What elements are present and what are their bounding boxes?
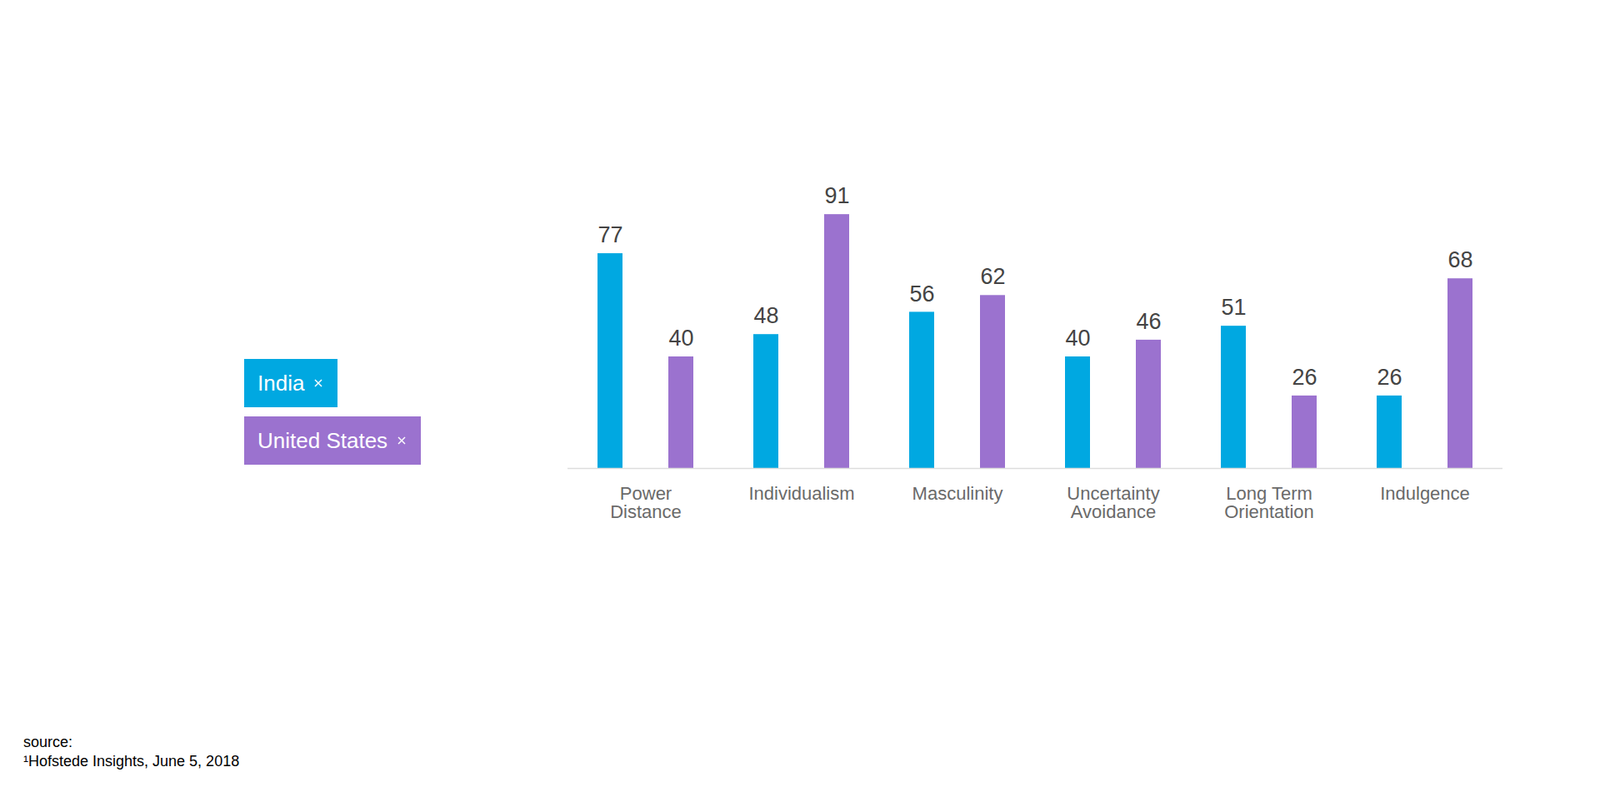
svg-text:56: 56	[909, 281, 935, 307]
svg-text:Long TermOrientation: Long TermOrientation	[1224, 483, 1315, 523]
svg-text:68: 68	[1447, 247, 1473, 273]
svg-text:40: 40	[668, 325, 694, 351]
html-text:India: India	[257, 370, 305, 396]
svg-text:46: 46	[1135, 309, 1161, 335]
svg-text:51: 51	[1220, 295, 1246, 320]
svg-text:48: 48	[753, 303, 779, 329]
svg-text:40: 40	[1065, 325, 1090, 351]
svg-text:UncertaintyAvoidance: UncertaintyAvoidance	[1066, 483, 1160, 523]
svg-text:Indulgence: Indulgence	[1380, 483, 1470, 505]
svg-text:62: 62	[980, 264, 1005, 290]
svg-text:26: 26	[1376, 365, 1402, 390]
html-text:United States: United States	[257, 427, 388, 453]
svg-text:Masculinity: Masculinity	[912, 483, 1004, 505]
svg-text:26: 26	[1291, 365, 1317, 390]
svg-text:PowerDistance: PowerDistance	[610, 483, 682, 523]
svg-text:77: 77	[597, 222, 623, 248]
svg-text:91: 91	[824, 183, 850, 209]
html-text:¹Hofstede Insights, June 5, 20: ¹Hofstede Insights, June 5, 2018	[23, 753, 240, 770]
svg-text:Individualism: Individualism	[748, 483, 855, 505]
html-text:source:: source:	[23, 734, 73, 751]
